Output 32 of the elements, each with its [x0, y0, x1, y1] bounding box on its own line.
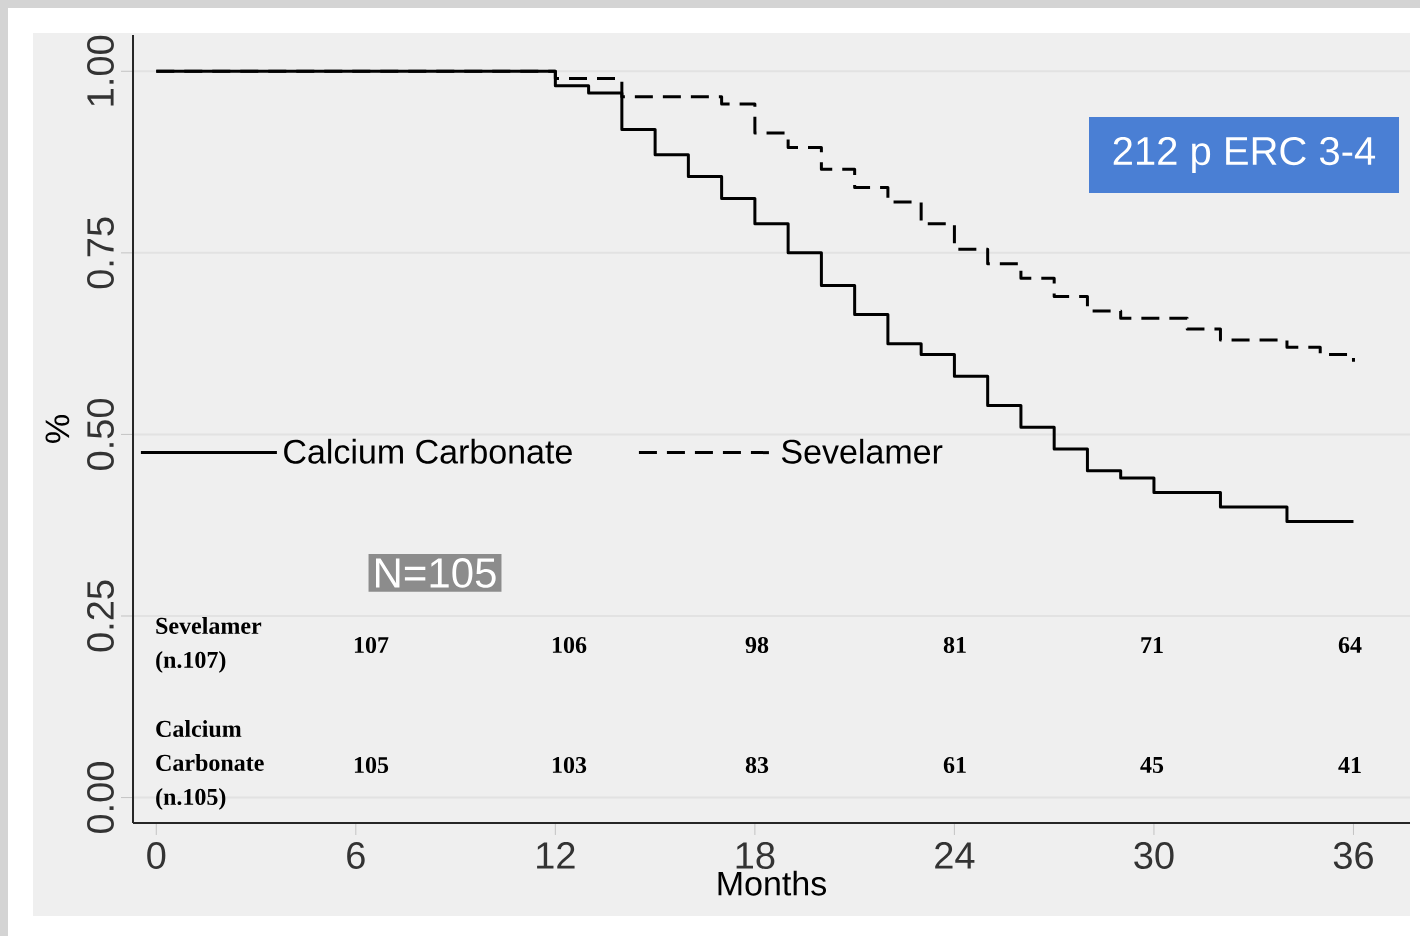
annotation: 71 — [1141, 637, 1163, 653]
annotation: 41 — [1338, 757, 1361, 773]
annotation: 105 — [354, 756, 389, 774]
x-tick-label: 6 — [347, 842, 365, 869]
x-tick-label: 24 — [935, 842, 975, 869]
x-axis-title: Months — [718, 870, 827, 896]
legend-label: Sevelamer — [781, 438, 943, 464]
annotation: 107 — [354, 636, 389, 654]
x-tick-label: 12 — [537, 842, 575, 869]
y-tick-label: 0.50 — [87, 398, 114, 470]
annotation: Sevelamer (n.107) — [156, 617, 262, 673]
y-tick-label: 0.75 — [87, 217, 114, 289]
x-tick-label: 36 — [1333, 842, 1373, 869]
annotation: N=105 — [375, 558, 496, 588]
y-tick-label: 0.00 — [87, 762, 114, 834]
annotation: 64 — [1338, 636, 1362, 654]
x-tick-label: 30 — [1134, 842, 1174, 869]
annotation: 61 — [943, 756, 966, 774]
annotation: 103 — [552, 756, 587, 774]
y-tick-label: 0.25 — [87, 580, 114, 652]
annotation: 83 — [745, 756, 769, 774]
annotation: Calcium Carbonate (n.105) — [156, 720, 264, 810]
annotation: 45 — [1140, 756, 1164, 773]
y-axis-title: % — [45, 415, 70, 443]
annotation: 106 — [552, 636, 587, 654]
x-tick-label: 0 — [147, 842, 166, 869]
annotation: 81 — [943, 636, 966, 654]
y-tick-label: 1.00 — [87, 35, 114, 106]
x-tick-label: 18 — [736, 842, 775, 869]
legend-label: Calcium Carbonate — [284, 438, 572, 464]
annotation: 212 p ERC 3-4 — [1113, 136, 1376, 174]
annotation: 98 — [745, 636, 769, 654]
